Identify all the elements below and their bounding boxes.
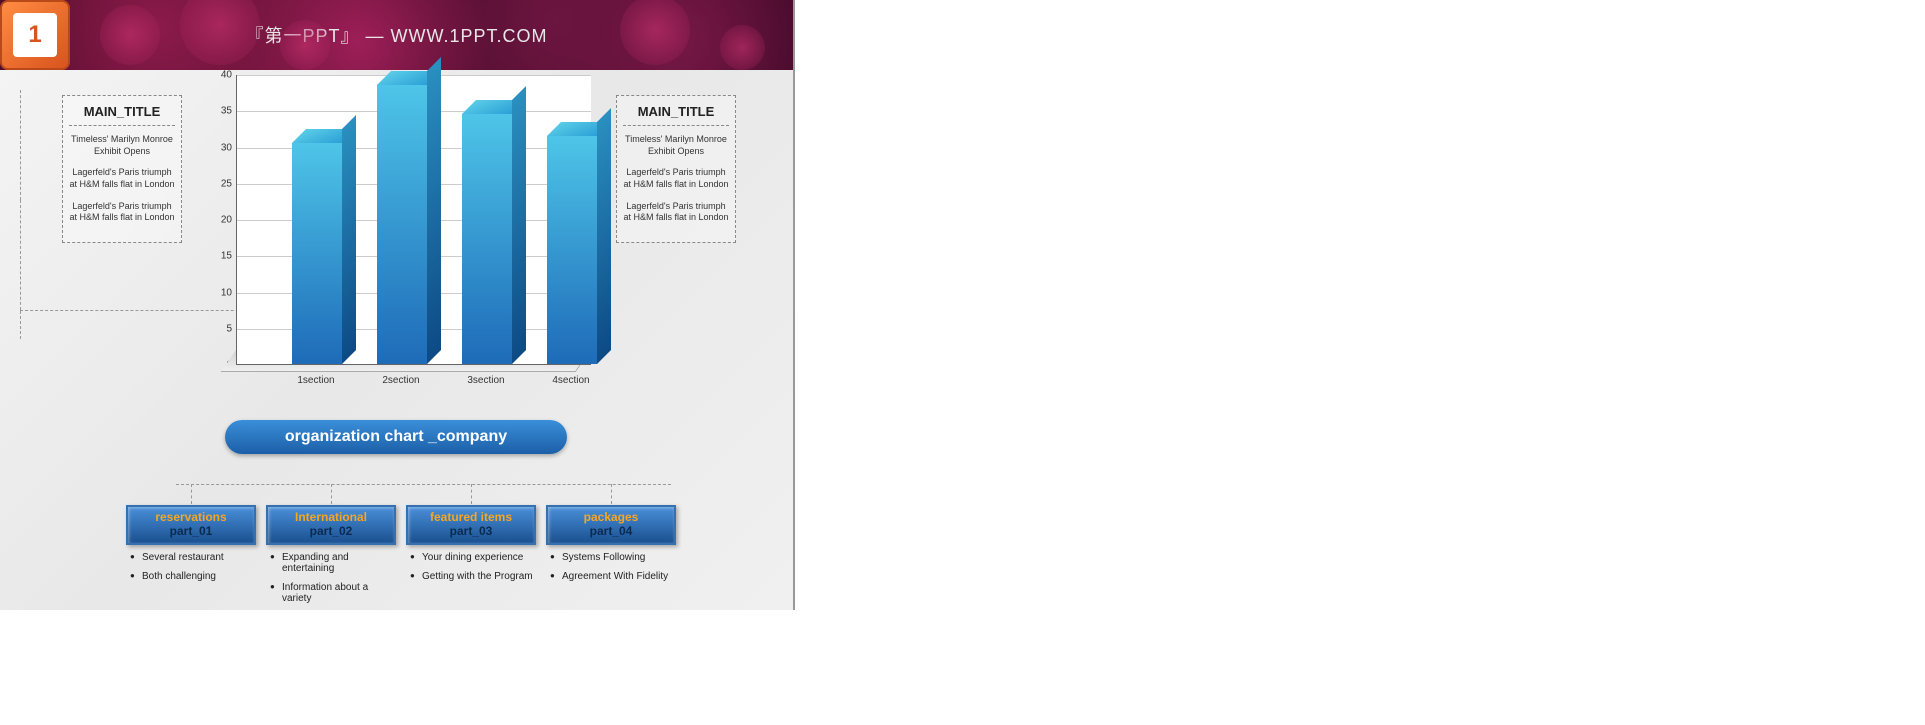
part-label: reservations <box>155 511 226 523</box>
y-tick-label: 5 <box>226 323 232 334</box>
right-info-box: MAIN_TITLE Timeless' Marilyn Monroe Exhi… <box>616 95 736 243</box>
x-tick-label: 4section <box>552 375 589 386</box>
connector-line <box>20 200 21 310</box>
right-box-item: Lagerfeld's Paris triumph at H&M falls f… <box>623 201 729 224</box>
bar-front-face <box>377 85 427 364</box>
bar <box>547 136 597 364</box>
bullet-item: Your dining experience <box>410 548 540 567</box>
content-area: MAIN_TITLE Timeless' Marilyn Monroe Exhi… <box>0 70 793 610</box>
x-tick-label: 3section <box>467 375 504 386</box>
parts-row: reservationspart_01Internationalpart_02f… <box>126 505 676 545</box>
right-box-item: Lagerfeld's Paris triumph at H&M falls f… <box>623 167 729 190</box>
presentation-icon: 1 <box>13 13 57 57</box>
bullet-column: Several restaurantBoth challenging <box>130 548 260 608</box>
part-sublabel: part_02 <box>310 523 353 540</box>
bar-side-face <box>427 57 441 364</box>
bar <box>377 85 427 364</box>
bar-front-face <box>292 143 342 364</box>
part-sublabel: part_01 <box>170 523 213 540</box>
bar-chart: 0510152025303540 1section2section3sectio… <box>210 75 595 405</box>
part-sublabel: part_04 <box>590 523 633 540</box>
connector-line <box>471 484 472 504</box>
bullet-column: Systems FollowingAgreement With Fidelity <box>550 548 680 608</box>
y-tick-label: 15 <box>221 251 232 262</box>
bullet-item: Systems Following <box>550 548 680 567</box>
connector-line <box>176 484 671 485</box>
bar-side-face <box>342 115 356 364</box>
bullet-column: Expanding and entertainingInformation ab… <box>270 548 400 608</box>
part-button[interactable]: packagespart_04 <box>546 505 676 545</box>
left-info-box: MAIN_TITLE Timeless' Marilyn Monroe Exhi… <box>62 95 182 243</box>
part-button[interactable]: reservationspart_01 <box>126 505 256 545</box>
chart-title-button: organization chart _company <box>225 420 567 454</box>
plot-region <box>236 75 591 365</box>
right-box-item: Timeless' Marilyn Monroe Exhibit Opens <box>623 134 729 157</box>
bullets-row: Several restaurantBoth challengingExpand… <box>130 548 680 608</box>
chart-plot-area: 0510152025303540 1section2section3sectio… <box>210 75 595 380</box>
connector-line <box>20 311 21 339</box>
right-box-title: MAIN_TITLE <box>623 104 729 126</box>
part-sublabel: part_03 <box>450 523 493 540</box>
left-box-item: Lagerfeld's Paris triumph at H&M falls f… <box>69 167 175 190</box>
y-tick-label: 20 <box>221 215 232 226</box>
bar-front-face <box>462 114 512 364</box>
y-tick-label: 10 <box>221 287 232 298</box>
bullet-item: Several restaurant <box>130 548 260 567</box>
part-button[interactable]: Internationalpart_02 <box>266 505 396 545</box>
bar <box>462 114 512 364</box>
bullet-item: Expanding and entertaining <box>270 548 400 578</box>
y-tick-label: 35 <box>221 106 232 117</box>
bullet-item: Both challenging <box>130 567 260 586</box>
part-label: featured items <box>430 511 512 523</box>
app-icon: 1 <box>0 0 70 70</box>
part-button[interactable]: featured itemspart_03 <box>406 505 536 545</box>
bar-front-face <box>547 136 597 364</box>
bar-side-face <box>597 108 611 364</box>
y-tick-label: 40 <box>221 70 232 81</box>
left-box-item: Lagerfeld's Paris triumph at H&M falls f… <box>69 201 175 224</box>
bullet-item: Getting with the Program <box>410 567 540 586</box>
header-banner: 『第一PPT』 — WWW.1PPT.COM <box>0 0 793 70</box>
x-axis-labels: 1section 2section 3section 4section <box>236 375 591 395</box>
x-tick-label: 1section <box>297 375 334 386</box>
part-label: packages <box>584 511 639 523</box>
x-tick-label: 2section <box>382 375 419 386</box>
left-box-title: MAIN_TITLE <box>69 104 175 126</box>
y-axis: 0510152025303540 <box>210 75 234 365</box>
connector-line <box>20 90 21 200</box>
connector-line <box>331 484 332 504</box>
bullet-column: Your dining experienceGetting with the P… <box>410 548 540 608</box>
part-label: International <box>295 511 367 523</box>
bar <box>292 143 342 364</box>
y-tick-label: 25 <box>221 178 232 189</box>
slide-container: 1 『第一PPT』 — WWW.1PPT.COM MAIN_TITLE Time… <box>0 0 795 610</box>
y-tick-label: 30 <box>221 142 232 153</box>
bar-side-face <box>512 86 526 364</box>
bullet-item: Agreement With Fidelity <box>550 567 680 586</box>
connector-line <box>611 484 612 504</box>
connector-line <box>191 484 192 504</box>
left-box-item: Timeless' Marilyn Monroe Exhibit Opens <box>69 134 175 157</box>
bullet-item: Information about a variety <box>270 578 400 608</box>
